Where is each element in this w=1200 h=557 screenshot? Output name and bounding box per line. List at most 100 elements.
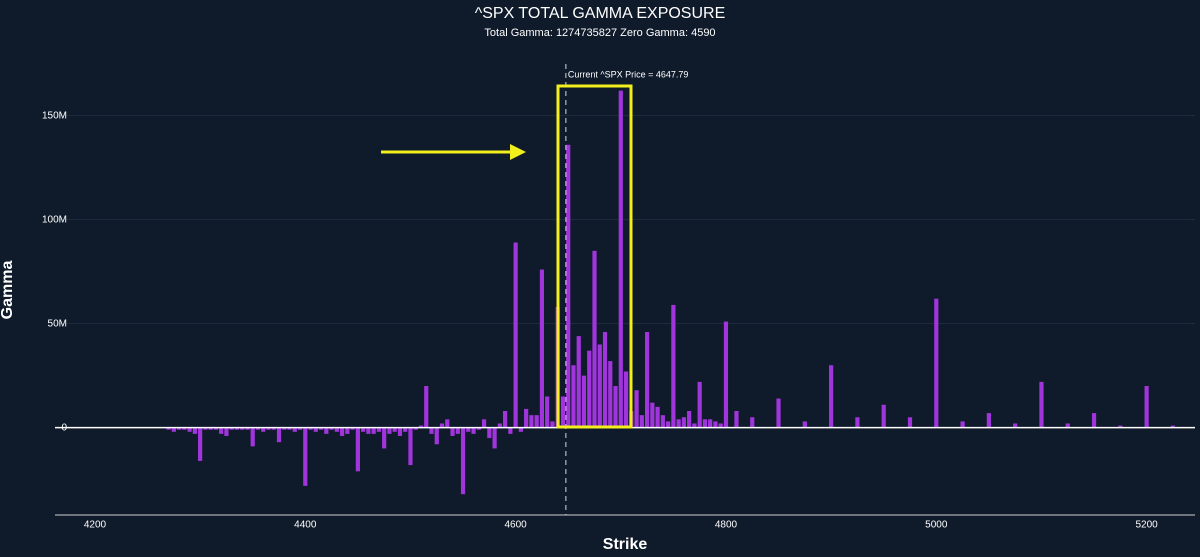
bar (203, 427, 208, 430)
bar (1039, 381, 1044, 428)
x-tick-label: 4200 (84, 520, 107, 531)
bar (361, 427, 366, 432)
bar (618, 90, 623, 428)
bar (492, 427, 497, 449)
x-axis-title: Strike (603, 536, 648, 553)
bar (297, 427, 303, 430)
bar (481, 419, 487, 428)
bar (434, 427, 439, 445)
bar (671, 304, 676, 428)
bar (692, 423, 697, 428)
bar (750, 417, 755, 428)
y-axis-title: Gamma (0, 261, 16, 320)
bar (376, 427, 382, 432)
bar (208, 427, 213, 430)
x-tick-label: 4800 (715, 520, 738, 531)
chart-title: ^SPX TOTAL GAMMA EXPOSURE (475, 5, 726, 22)
y-tick-label: 100M (42, 214, 67, 225)
bar (713, 421, 718, 428)
bar (524, 408, 529, 428)
bar (513, 242, 518, 428)
bar (439, 423, 445, 428)
bar (855, 417, 860, 428)
bar (429, 427, 434, 434)
bar (224, 427, 229, 436)
bar (445, 419, 450, 428)
bar (476, 427, 481, 430)
bar (581, 375, 587, 428)
bar (334, 427, 339, 432)
bar (518, 427, 523, 432)
bar (802, 421, 807, 428)
bar (340, 427, 345, 436)
price-annotation: Current ^SPX Price = 4647.79 (568, 69, 689, 79)
bar (676, 419, 681, 428)
bar (639, 415, 644, 428)
bar (681, 417, 686, 428)
bar (1170, 425, 1176, 428)
bar (734, 411, 739, 428)
bar (371, 427, 376, 434)
bar (660, 415, 665, 428)
bar (308, 427, 313, 430)
arrow-head (510, 144, 526, 160)
bar (219, 427, 224, 434)
bar (623, 371, 629, 428)
bar (529, 415, 534, 428)
bar (213, 427, 219, 430)
x-tick-label: 5200 (1135, 520, 1158, 531)
x-tick-label: 5000 (925, 520, 948, 531)
bar (608, 361, 613, 428)
bar (171, 427, 176, 432)
y-tick-label: 50M (48, 318, 67, 329)
bar (397, 427, 403, 436)
bar (644, 331, 650, 428)
bar (350, 427, 355, 430)
bar (324, 427, 329, 434)
bar (1091, 413, 1097, 428)
bar (182, 427, 187, 430)
bar (192, 427, 197, 434)
bar (571, 365, 576, 428)
bar (418, 425, 424, 428)
bar (387, 427, 392, 434)
bar (198, 427, 203, 461)
bar (613, 386, 618, 428)
bar (282, 427, 287, 430)
bar (634, 390, 639, 428)
bar (266, 427, 271, 430)
bar (271, 427, 276, 430)
bar (303, 427, 308, 486)
bar (718, 423, 723, 428)
bar (597, 344, 602, 428)
bar (487, 427, 492, 439)
bar (1013, 423, 1018, 428)
bar (666, 421, 671, 428)
bar (723, 321, 729, 428)
bar (366, 427, 371, 434)
bar (1144, 386, 1149, 428)
bar (240, 427, 245, 430)
bar (392, 427, 397, 432)
bar (176, 427, 182, 430)
bar (245, 427, 250, 430)
bar (187, 427, 192, 432)
bar (455, 427, 460, 434)
bar (907, 417, 913, 428)
bar (592, 250, 597, 428)
bar (702, 419, 708, 428)
bar (687, 411, 692, 428)
bar (986, 413, 991, 428)
bar (318, 427, 324, 430)
bar (534, 415, 539, 428)
bar (508, 427, 513, 434)
x-tick-label: 4400 (294, 520, 317, 531)
bar (539, 269, 545, 428)
bar (450, 427, 455, 436)
bar (587, 350, 592, 428)
x-tick-label: 4600 (505, 520, 528, 531)
bar (261, 427, 266, 432)
bar (560, 396, 566, 428)
bar (655, 406, 660, 428)
